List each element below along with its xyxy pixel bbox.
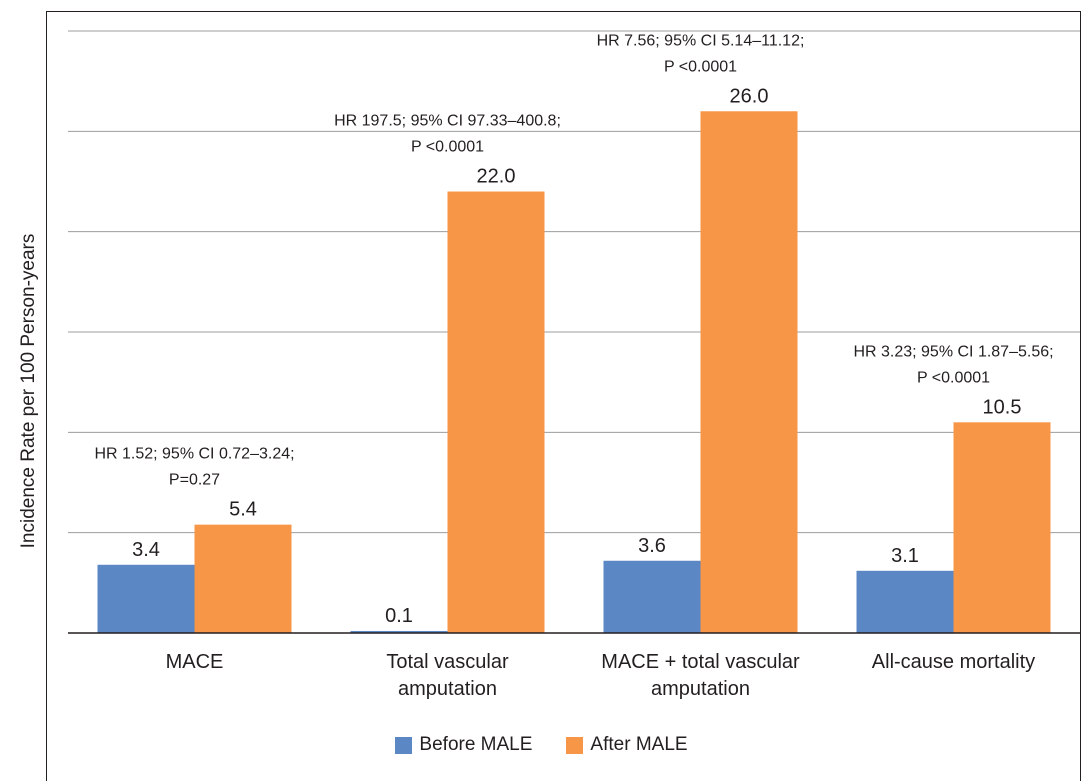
x-tick-label: MACE <box>166 651 224 673</box>
data-label: 5.4 <box>229 499 257 521</box>
legend-label-before: Before MALE <box>419 734 533 755</box>
legend: Before MALE After MALE <box>0 734 1083 756</box>
hr-annotation: HR 197.5; 95% CI 97.33–400.8; <box>334 113 561 130</box>
x-tick-label: amputation <box>651 678 750 700</box>
x-tick-label: amputation <box>398 678 497 700</box>
hr-annotation: P <0.0001 <box>411 139 484 156</box>
bar-after <box>447 191 545 634</box>
bar-before <box>856 570 954 633</box>
x-tick-label: Total vascular <box>386 651 509 673</box>
hr-annotation: P <0.0001 <box>917 369 990 386</box>
data-label: 0.1 <box>385 605 413 627</box>
bar-after <box>700 111 798 634</box>
data-label: 26.0 <box>730 85 769 107</box>
bar-before <box>603 560 701 633</box>
legend-item-after: After MALE <box>566 734 688 756</box>
bar-before <box>350 630 448 633</box>
data-label: 3.6 <box>638 535 666 557</box>
x-tick-label: MACE + total vascular <box>601 651 800 673</box>
hr-annotation: P=0.27 <box>169 472 220 489</box>
hr-annotation: P <0.0001 <box>664 58 737 75</box>
hr-annotation: HR 3.23; 95% CI 1.87–5.56; <box>853 343 1053 360</box>
bar-after <box>953 422 1051 633</box>
legend-item-before: Before MALE <box>395 734 532 756</box>
data-label: 3.1 <box>891 545 919 567</box>
legend-swatch-after <box>566 736 584 754</box>
bar-after <box>194 524 292 633</box>
data-label: 10.5 <box>983 396 1022 418</box>
bar-chart: 3.4 5.4 HR 1.52; 95% CI 0.72–3.24; P=0.27 MA… <box>68 30 1080 700</box>
legend-label-after: After MALE <box>590 734 688 755</box>
legend-swatch-before <box>395 736 413 754</box>
hr-annotation: HR 1.52; 95% CI 0.72–3.24; <box>94 446 294 463</box>
data-label: 3.4 <box>132 539 160 561</box>
data-label: 22.0 <box>477 166 516 188</box>
hr-annotation: HR 7.56; 95% CI 5.14–11.12; <box>597 32 805 49</box>
x-tick-label: All-cause mortality <box>872 651 1035 673</box>
chart-frame <box>46 11 1081 781</box>
bar-before <box>97 564 195 633</box>
